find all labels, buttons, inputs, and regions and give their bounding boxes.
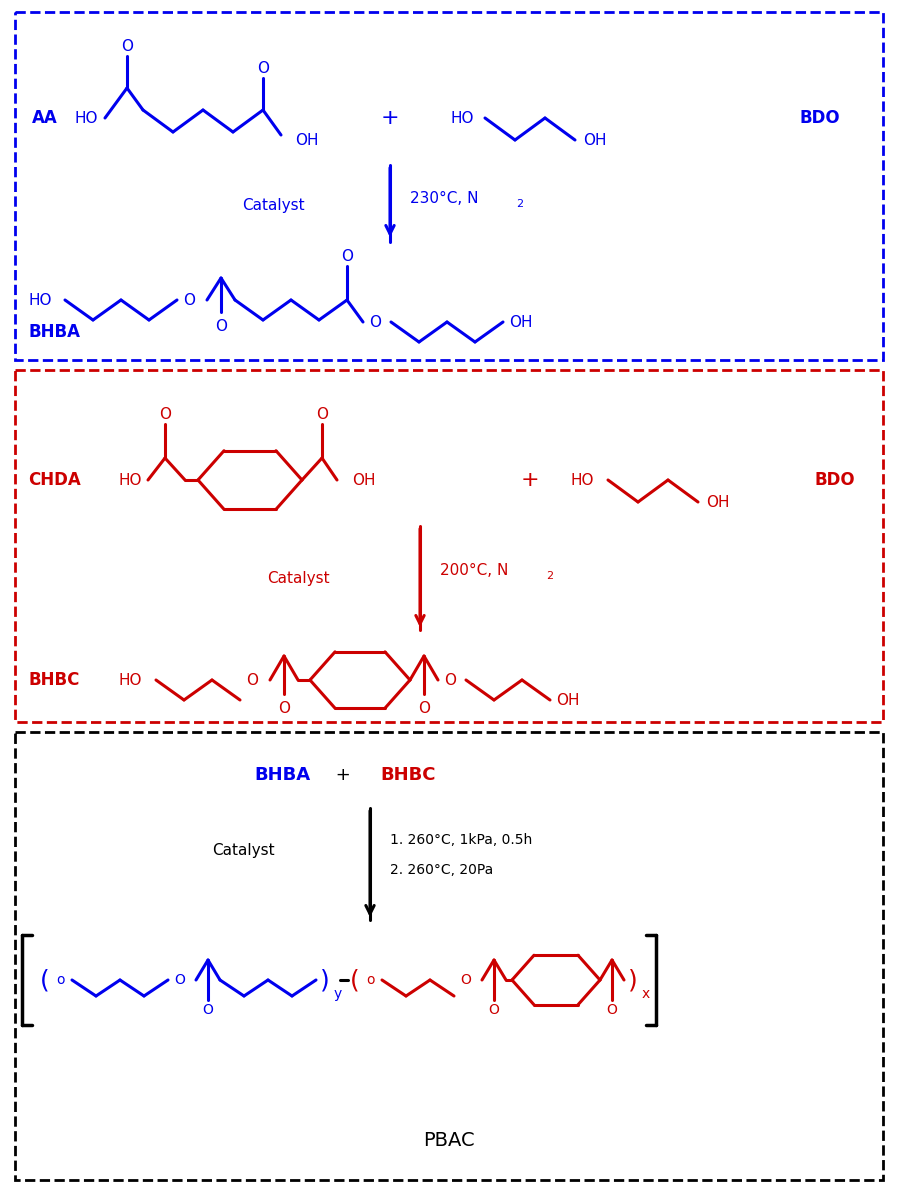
Text: O: O bbox=[606, 1003, 618, 1017]
Text: 1. 260°C, 1kPa, 0.5h: 1. 260°C, 1kPa, 0.5h bbox=[390, 833, 533, 847]
Text: 200°C, N: 200°C, N bbox=[440, 563, 508, 577]
Text: HO: HO bbox=[28, 293, 51, 307]
Text: PBAC: PBAC bbox=[423, 1130, 475, 1150]
Bar bbox=[15, 12, 883, 360]
Text: O: O bbox=[246, 673, 258, 687]
Text: HO: HO bbox=[118, 472, 142, 488]
Text: HO: HO bbox=[450, 110, 473, 125]
Text: OH: OH bbox=[509, 314, 533, 330]
Text: 230°C, N: 230°C, N bbox=[410, 190, 479, 206]
Text: +: + bbox=[521, 470, 540, 490]
Text: Catalyst: Catalyst bbox=[212, 842, 275, 858]
Text: o: o bbox=[56, 973, 65, 987]
Text: BHBA: BHBA bbox=[28, 323, 80, 341]
Text: +: + bbox=[330, 766, 351, 784]
Text: O: O bbox=[215, 319, 227, 333]
Text: OH: OH bbox=[352, 472, 375, 488]
Text: O: O bbox=[183, 293, 195, 307]
Text: O: O bbox=[316, 406, 328, 422]
Text: (: ( bbox=[40, 968, 49, 992]
Text: O: O bbox=[121, 38, 133, 54]
Text: 2: 2 bbox=[546, 571, 553, 581]
Bar bbox=[15, 370, 883, 722]
Text: O: O bbox=[159, 406, 171, 422]
Text: o: o bbox=[366, 973, 374, 987]
Text: OH: OH bbox=[706, 495, 729, 509]
Text: O: O bbox=[174, 973, 185, 987]
Text: O: O bbox=[460, 973, 471, 987]
Text: O: O bbox=[489, 1003, 499, 1017]
Text: 2: 2 bbox=[516, 200, 524, 209]
Text: x: x bbox=[642, 987, 650, 1001]
Text: O: O bbox=[369, 314, 381, 330]
Text: BHBA: BHBA bbox=[254, 766, 310, 784]
Text: ): ) bbox=[320, 968, 330, 992]
Text: HO: HO bbox=[74, 110, 98, 125]
Text: O: O bbox=[341, 249, 353, 264]
Text: O: O bbox=[278, 700, 290, 716]
Text: O: O bbox=[257, 61, 269, 75]
Text: Catalyst: Catalyst bbox=[242, 197, 305, 213]
Text: y: y bbox=[334, 987, 342, 1001]
Text: CHDA: CHDA bbox=[28, 471, 81, 489]
Text: OH: OH bbox=[295, 133, 319, 147]
Text: BHBC: BHBC bbox=[28, 672, 79, 690]
Text: OH: OH bbox=[583, 133, 606, 147]
Text: O: O bbox=[444, 673, 456, 687]
Text: HO: HO bbox=[118, 673, 142, 687]
Text: BDO: BDO bbox=[800, 109, 841, 127]
Text: (: ( bbox=[350, 968, 360, 992]
Text: HO: HO bbox=[570, 472, 594, 488]
Text: AA: AA bbox=[32, 109, 57, 127]
Text: 2. 260°C, 20Pa: 2. 260°C, 20Pa bbox=[390, 863, 493, 877]
Text: O: O bbox=[203, 1003, 214, 1017]
Text: Catalyst: Catalyst bbox=[268, 570, 330, 586]
Text: +: + bbox=[381, 108, 400, 128]
Text: OH: OH bbox=[556, 692, 579, 707]
Bar bbox=[15, 733, 883, 1179]
Text: ): ) bbox=[628, 968, 638, 992]
Text: O: O bbox=[418, 700, 430, 716]
Text: BDO: BDO bbox=[814, 471, 855, 489]
Text: BHBC: BHBC bbox=[380, 766, 436, 784]
